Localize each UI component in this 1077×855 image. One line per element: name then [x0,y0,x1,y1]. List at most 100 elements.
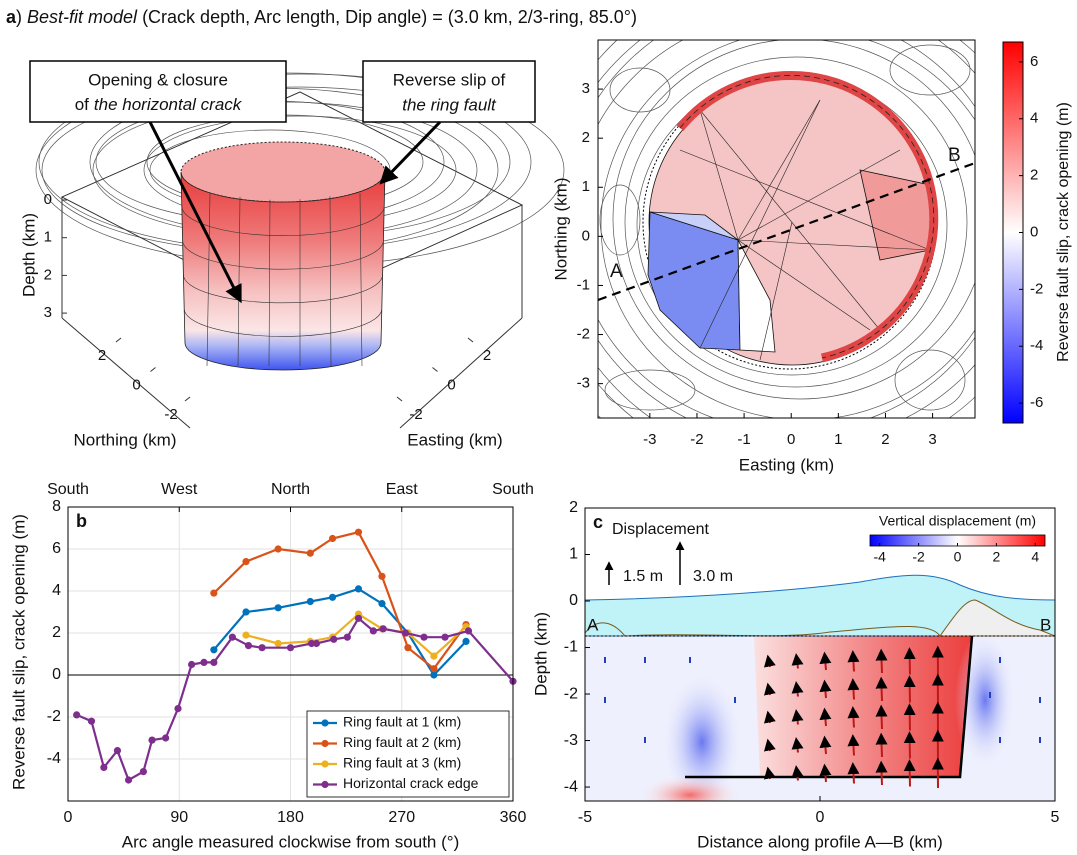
data-point [87,717,96,725]
profile-label: A [610,261,623,282]
decoration [181,206,385,236]
panel-label: a [6,7,17,27]
callout-part: the horizontal crack [94,95,243,114]
data-point [354,585,363,593]
profile-label: B [948,145,961,166]
decoration [903,731,916,759]
data-point [228,633,237,641]
data-point [462,637,470,646]
decoration [847,762,860,784]
y-tick-label: -2 [47,708,61,725]
data-point [210,658,218,667]
data-point [274,545,282,553]
z-tick-label: 1 [44,229,52,246]
y-tick-label: 0 [52,666,61,683]
decoration [875,704,888,730]
colorbar-title: Vertical displacement (m) [879,513,1036,529]
z-tick-label: 0 [44,191,52,208]
x-tick-label: 0 [132,376,140,393]
axis-title: Easting (km) [739,455,834,474]
data-point [148,736,156,744]
decoration [649,211,739,241]
decoration [699,109,881,331]
data-point [242,558,250,566]
decoration [599,184,641,256]
data-point [274,604,282,612]
decoration [847,734,860,756]
decoration [754,636,972,777]
decoration [894,349,966,411]
y-tick-label: -4 [47,750,61,767]
top-tick-label: North [271,481,310,498]
data-point [307,639,316,648]
decoration [791,653,804,669]
decoration [763,654,776,668]
y-tick-label: 2 [569,499,578,516]
decoration [791,709,804,725]
y-tick-label: 2 [483,347,491,364]
y-tick-label: 6 [52,540,61,557]
decoration [737,239,776,353]
legend-label: Ring fault at 3 (km) [343,755,461,771]
decoration [763,738,776,752]
colorbar-tick-label: 4 [1030,110,1038,127]
decoration [737,239,871,331]
z-tick-label: 3 [44,304,52,321]
colorbar-tick-label: 4 [1031,549,1039,565]
data-point [379,625,387,633]
colorbar-title: Reverse fault slip, crack opening (m) [1055,102,1072,362]
data-point [430,665,438,673]
decoration [183,308,383,337]
colorbar-tick-label: -4 [1030,337,1043,354]
decoration [791,737,804,753]
x-tick-label: 0 [64,809,73,826]
data-point [200,658,208,667]
decoration [612,40,975,400]
axis-title: Depth (km) [19,213,38,297]
decoration [737,149,901,241]
profile-label: B [1040,615,1051,634]
top-tick-label: South [492,481,534,498]
decoration [624,56,968,388]
y-tick-label: 0 [569,592,578,609]
data-point [378,600,386,608]
decoration [763,682,776,696]
title-part: (Crack depth, Arc length, Dip angle) = (… [142,7,637,27]
decoration [29,60,287,123]
data-point [286,644,295,652]
x-tick [184,396,191,402]
data-point [242,608,250,616]
y-tick-label: 0 [447,376,455,393]
x-tick-label: -2 [690,431,703,448]
callout-part: of [75,95,89,114]
x-tick-label: -3 [643,431,656,448]
data-point [369,627,377,635]
top-tick-label: West [161,481,198,498]
y-tick-label: -2 [577,326,590,343]
map: A B -3 -2 -1 0 1 2 3 -3 -2 -1 0 1 2 3 Easting (km) Northi… [551,39,1072,474]
decoration [379,120,442,185]
colorbar-tick-label: -2 [1030,280,1043,297]
axis-title: Northing (km) [551,178,570,281]
decoration [875,676,888,702]
axis-title: Depth (km) [531,612,550,696]
data-point [162,734,170,742]
decoration [791,765,804,781]
colorbar-tick-label: 2 [1030,167,1038,184]
legend-label: Ring fault at 1 (km) [343,714,461,730]
decoration [362,60,536,123]
y-tick-label: 1 [582,178,590,195]
colorbar-tick-label: 0 [954,549,962,565]
data-point [210,589,218,597]
x-tick [150,367,156,372]
decoration [875,648,888,674]
decoration [903,647,916,675]
data-point [430,671,438,679]
data-point [100,763,108,772]
series-line [76,616,514,782]
decoration [306,710,510,798]
decoration [847,650,860,672]
decoration [699,99,821,349]
decoration [819,679,832,699]
panel-label: b [76,511,87,531]
